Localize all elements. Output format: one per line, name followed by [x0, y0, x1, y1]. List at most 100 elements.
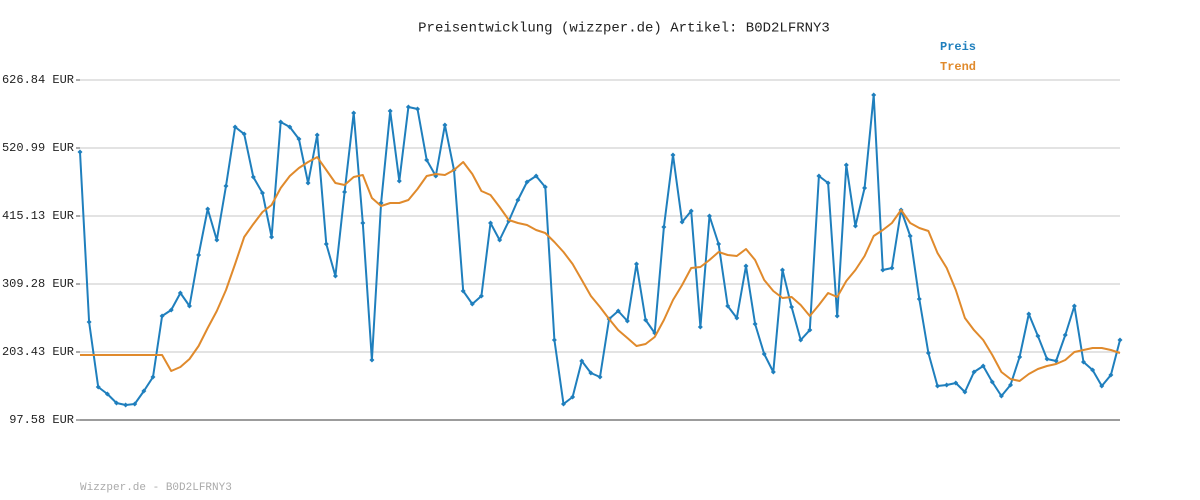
point-marker: [86, 319, 92, 325]
point-marker: [862, 185, 868, 191]
point-marker: [789, 304, 795, 310]
point-marker: [323, 241, 329, 247]
point-marker: [561, 401, 567, 407]
point-marker: [1008, 382, 1014, 388]
point-marker: [1053, 358, 1059, 364]
y-tick-label: 203.43 EUR: [2, 345, 74, 359]
point-marker: [633, 261, 639, 267]
point-marker: [935, 383, 941, 389]
point-marker: [1062, 332, 1068, 338]
point-marker: [214, 237, 220, 243]
point-marker: [278, 119, 284, 125]
point-marker: [880, 267, 886, 273]
point-marker: [916, 296, 922, 302]
point-marker: [807, 327, 813, 333]
point-marker: [104, 391, 110, 397]
point-marker: [113, 400, 119, 406]
point-marker: [405, 104, 411, 110]
point-marker: [761, 351, 767, 357]
point-marker: [424, 157, 430, 163]
point-marker: [533, 173, 539, 179]
point-marker: [369, 357, 375, 363]
point-marker: [816, 173, 822, 179]
point-marker: [925, 350, 931, 356]
point-marker: [834, 313, 840, 319]
y-tick-label: 309.28 EUR: [2, 277, 74, 291]
point-marker: [269, 234, 275, 240]
point-marker: [989, 379, 995, 385]
point-marker: [95, 384, 101, 390]
point-marker: [624, 318, 630, 324]
legend-label: Trend: [940, 60, 976, 74]
point-marker: [186, 303, 192, 309]
point-marker: [132, 401, 138, 407]
point-marker: [1017, 354, 1023, 360]
chart-title: Preisentwicklung (wizzper.de) Artikel: B…: [418, 21, 830, 37]
point-marker: [615, 308, 621, 314]
point-marker: [953, 380, 959, 386]
point-marker: [196, 252, 202, 258]
point-marker: [798, 337, 804, 343]
point-marker: [442, 122, 448, 128]
point-marker: [679, 219, 685, 225]
point-marker: [415, 106, 421, 112]
y-tick-label: 97.58 EUR: [9, 413, 74, 427]
point-marker: [1081, 359, 1087, 365]
point-marker: [141, 388, 147, 394]
point-marker: [478, 293, 484, 299]
point-marker: [259, 190, 265, 196]
point-marker: [469, 301, 475, 307]
point-marker: [852, 223, 858, 229]
point-marker: [1035, 333, 1041, 339]
point-marker: [570, 394, 576, 400]
point-marker: [843, 162, 849, 168]
point-marker: [241, 131, 247, 137]
point-marker: [670, 152, 676, 158]
point-marker: [296, 136, 302, 142]
point-marker: [706, 213, 712, 219]
point-marker: [287, 124, 293, 130]
point-marker: [944, 382, 950, 388]
point-marker: [998, 393, 1004, 399]
legend-label: Preis: [940, 40, 976, 54]
series-line: [80, 156, 1121, 382]
point-marker: [342, 189, 348, 195]
point-marker: [980, 363, 986, 369]
point-marker: [725, 303, 731, 309]
point-marker: [551, 337, 557, 343]
point-marker: [1044, 356, 1050, 362]
point-marker: [752, 321, 758, 327]
point-marker: [1117, 337, 1123, 343]
point-marker: [232, 124, 238, 130]
point-marker: [588, 370, 594, 376]
point-marker: [159, 313, 165, 319]
point-marker: [661, 224, 667, 230]
point-marker: [497, 237, 503, 243]
point-marker: [177, 290, 183, 296]
point-marker: [305, 180, 311, 186]
point-marker: [743, 263, 749, 269]
point-marker: [597, 374, 603, 380]
point-marker: [1026, 311, 1032, 317]
point-marker: [460, 288, 466, 294]
point-marker: [332, 273, 338, 279]
point-marker: [1090, 367, 1096, 373]
point-marker: [889, 265, 895, 271]
point-marker: [779, 267, 785, 273]
point-marker: [524, 179, 530, 185]
point-marker: [396, 178, 402, 184]
point-marker: [250, 174, 256, 180]
point-marker: [688, 208, 694, 214]
y-tick-label: 626.84 EUR: [2, 73, 74, 87]
point-marker: [387, 108, 393, 114]
point-marker: [150, 374, 156, 380]
point-marker: [716, 241, 722, 247]
point-marker: [734, 315, 740, 321]
y-tick-label: 520.99 EUR: [2, 141, 74, 155]
point-marker: [488, 220, 494, 226]
point-marker: [579, 358, 585, 364]
point-marker: [907, 233, 913, 239]
point-marker: [825, 180, 831, 186]
